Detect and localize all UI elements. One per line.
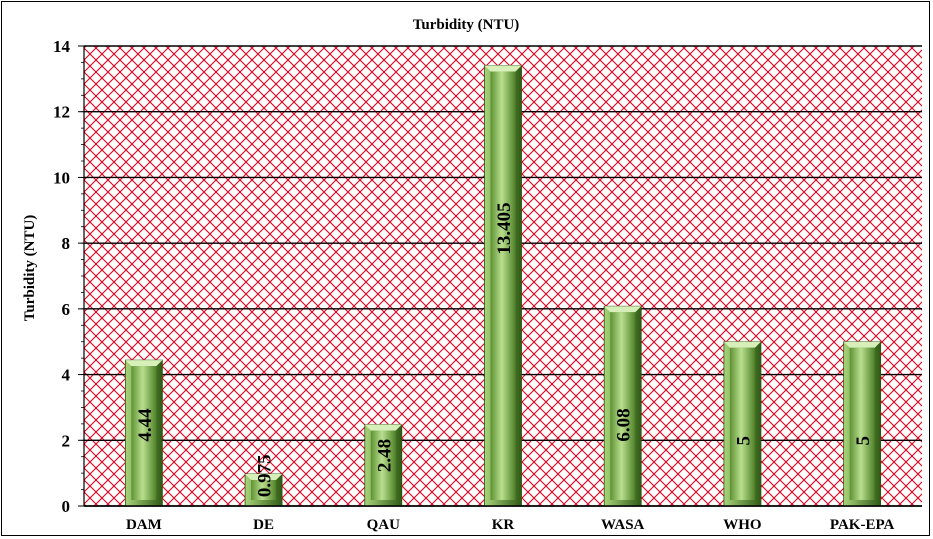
- bar-value-label: 6.08: [614, 408, 635, 441]
- bar-face: [729, 347, 755, 500]
- y-axis: 0 2 4 6 8 10 12 14: [53, 37, 85, 516]
- y-tick-label: 10: [53, 168, 70, 187]
- bar-top-bevel: [604, 306, 642, 313]
- y-tick-label: 14: [53, 37, 71, 56]
- bar-value-label: 4.44: [135, 408, 156, 442]
- bar-top-bevel: [125, 360, 163, 367]
- bar-wasa: 6.08: [603, 305, 642, 507]
- bar-qau: 2.48: [364, 424, 403, 507]
- bar-dam: 4.44: [124, 359, 163, 507]
- bar-value-label: 2.48: [374, 439, 395, 472]
- bar-value-label: 5: [853, 436, 874, 446]
- bar-pak-epa: 5: [843, 341, 882, 507]
- bar-top-bevel: [484, 65, 522, 72]
- bar-top-bevel: [843, 341, 881, 348]
- bar-top-bevel: [245, 473, 283, 480]
- x-tick-label: PAK-EPA: [830, 517, 895, 533]
- y-tick-label: 4: [62, 366, 71, 385]
- bar-value-label: 5: [733, 436, 754, 446]
- bar-face: [490, 71, 516, 501]
- bar-value-label: 0.975: [255, 454, 276, 497]
- bar-face: [370, 430, 396, 500]
- bar-top-bevel: [364, 424, 402, 431]
- x-axis: DAM DE QAU KR WASA WHO PAK-EPA: [84, 505, 922, 533]
- bar-who: 5: [723, 341, 762, 507]
- chart-title: Turbidity (NTU): [413, 17, 520, 33]
- bars: 4.44 0.975 2.48 13.405 6.08 5 5: [124, 65, 882, 507]
- bar-face: [251, 479, 277, 500]
- bar-value-label: 13.405: [494, 202, 515, 254]
- x-tick-label: WHO: [723, 517, 761, 533]
- bar-de: 0.975: [244, 454, 283, 507]
- y-tick-label: 8: [62, 234, 71, 253]
- x-tick-label: WASA: [601, 517, 645, 533]
- bar-top-bevel: [723, 341, 761, 348]
- y-tick-label: 2: [62, 431, 71, 450]
- y-tick-label: 12: [53, 103, 70, 122]
- x-tick-label: DAM: [126, 517, 162, 533]
- y-tick-label: 6: [62, 300, 71, 319]
- x-tick-label: QAU: [367, 517, 401, 533]
- y-tick-label: 0: [62, 497, 71, 516]
- y-axis-label: Turbidity (NTU): [22, 215, 38, 322]
- x-tick-label: KR: [492, 517, 515, 533]
- bar-face: [849, 347, 875, 500]
- x-tick-label: DE: [253, 517, 274, 533]
- bar-kr: 13.405: [484, 65, 522, 507]
- bar-face: [610, 312, 636, 500]
- bar-face: [131, 366, 157, 500]
